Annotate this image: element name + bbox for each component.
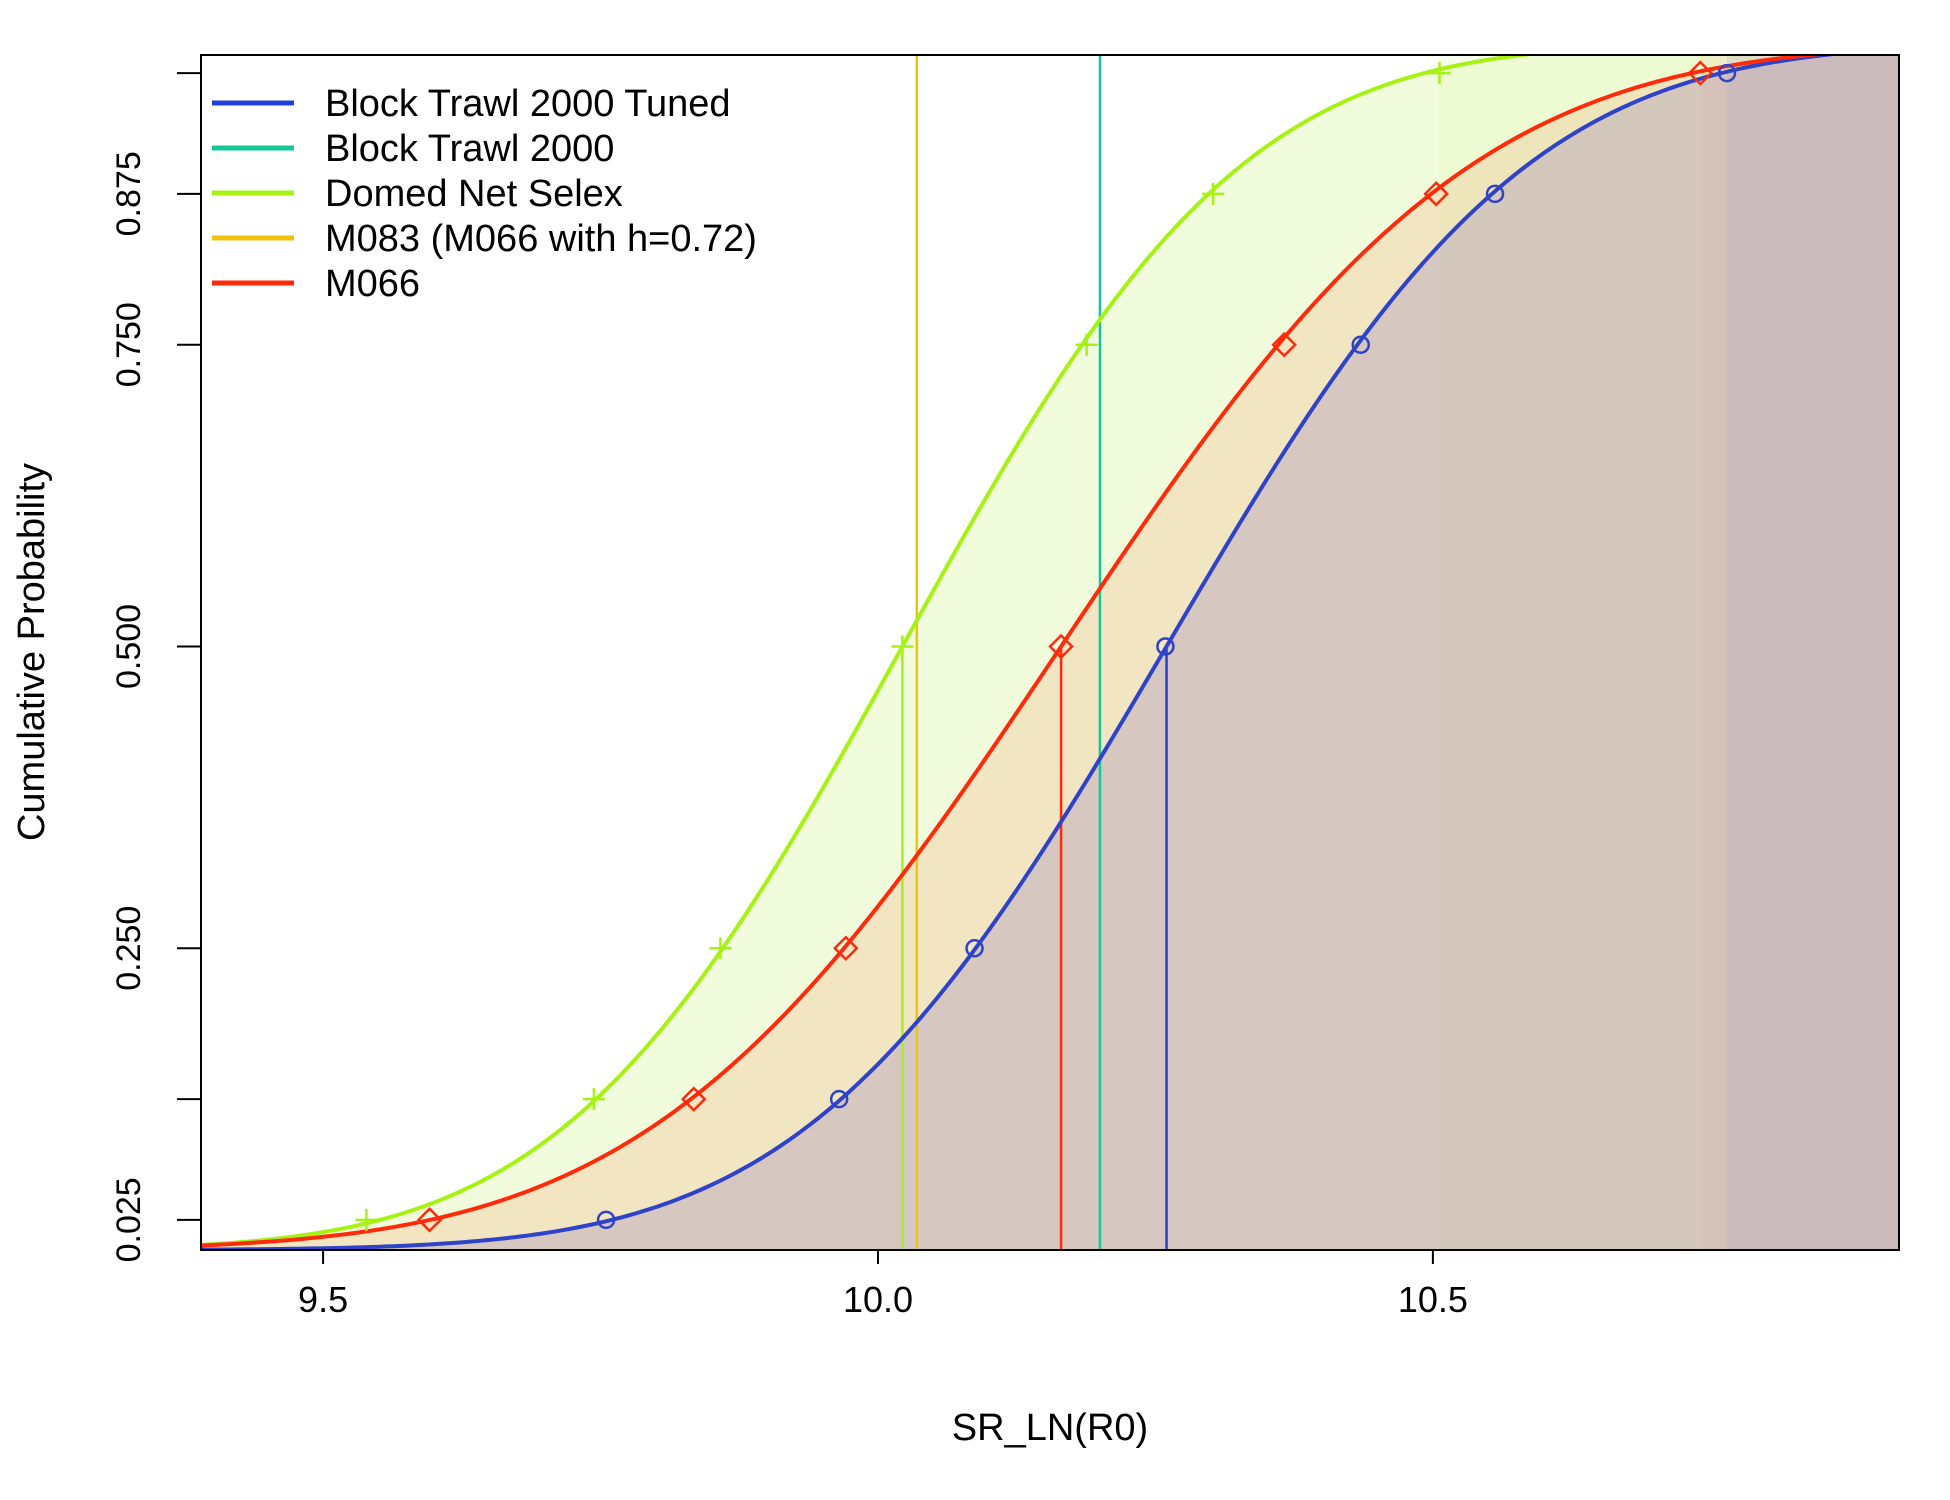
marker-m066 bbox=[1687, 60, 1714, 86]
marker-block-trawl-2000-tuned bbox=[1156, 637, 1175, 656]
band-m066 bbox=[201, 55, 1899, 1250]
marker-m066 bbox=[1048, 633, 1074, 660]
curve-m066 bbox=[201, 55, 1832, 1248]
marker-m066 bbox=[833, 935, 859, 961]
y-tick-label: 0.250 bbox=[110, 906, 148, 991]
legend-label-block-trawl-2000-tuned: Block Trawl 2000 Tuned bbox=[325, 83, 731, 125]
marker-block-trawl-2000-tuned bbox=[829, 1089, 849, 1109]
y-tick-label: 0.500 bbox=[110, 604, 148, 689]
curve-block-trawl-2000-tuned bbox=[201, 55, 1845, 1250]
tail-m066 bbox=[1700, 55, 1899, 1250]
curve-domed-net-selex bbox=[201, 55, 1541, 1247]
marker-m066 bbox=[1423, 181, 1449, 207]
x-tick-label: 9.5 bbox=[298, 1279, 348, 1320]
marker-domed-net-selex bbox=[355, 1208, 378, 1231]
marker-block-trawl-2000-tuned bbox=[1717, 63, 1737, 83]
y-tick-label: 0.750 bbox=[110, 302, 148, 387]
cdf-curves bbox=[201, 55, 1845, 1250]
marker-domed-net-selex bbox=[582, 1088, 605, 1111]
y-tick-label: 0.875 bbox=[110, 151, 148, 236]
median-lines bbox=[901, 55, 1168, 1250]
marker-block-trawl-2000-tuned bbox=[1351, 335, 1370, 354]
x-tick-label: 10.5 bbox=[1398, 1279, 1468, 1320]
legend-label-domed-net-selex: Domed Net Selex bbox=[325, 173, 623, 215]
plot-frame bbox=[200, 54, 1900, 1251]
marker-m066 bbox=[680, 1086, 707, 1112]
y-axis: 0.025 0.250 0.500 0.750 0.875 bbox=[110, 72, 201, 1262]
band-domed-net-selex bbox=[201, 55, 1899, 1250]
legend-label-m066: M066 bbox=[325, 263, 420, 305]
marker-domed-net-selex bbox=[709, 937, 732, 960]
y-axis-label: Cumulative Probability bbox=[11, 463, 53, 841]
tail-block-trawl-2000-tuned bbox=[1726, 55, 1899, 1250]
x-axis-label: SR_LN(R0) bbox=[952, 1407, 1148, 1449]
legend-label-m083-m066-with-h-0-72: M083 (M066 with h=0.72) bbox=[325, 218, 757, 260]
quantile-bands bbox=[201, 55, 1899, 1250]
x-tick-label: 10.0 bbox=[843, 1279, 913, 1320]
marker-domed-net-selex bbox=[1428, 62, 1451, 85]
tail-domed-net-selex bbox=[1439, 55, 1899, 1250]
y-tick-label: 0.025 bbox=[110, 1177, 148, 1262]
x-axis: 9.5 10.0 10.5 bbox=[298, 1250, 1468, 1320]
marker-block-trawl-2000-tuned bbox=[965, 938, 984, 958]
legend-label-block-trawl-2000: Block Trawl 2000 bbox=[325, 128, 614, 170]
marker-domed-net-selex bbox=[1202, 182, 1225, 205]
marker-m066 bbox=[1271, 331, 1297, 358]
band-block-trawl-2000-tuned bbox=[201, 55, 1899, 1250]
quantile-markers bbox=[355, 60, 1737, 1233]
marker-domed-net-selex bbox=[1075, 333, 1098, 356]
marker-block-trawl-2000-tuned bbox=[596, 1210, 616, 1230]
marker-block-trawl-2000-tuned bbox=[1485, 184, 1505, 204]
marker-domed-net-selex bbox=[891, 635, 914, 658]
marker-m066 bbox=[416, 1207, 443, 1233]
